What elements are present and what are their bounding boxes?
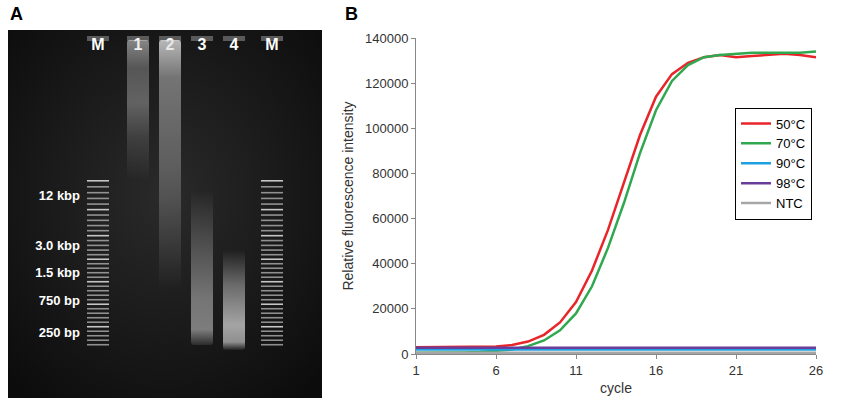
svg-text:3.0 kbp: 3.0 kbp bbox=[35, 238, 80, 253]
svg-text:Relative fluorescence intensit: Relative fluorescence intensity bbox=[340, 101, 356, 290]
svg-text:B: B bbox=[345, 4, 358, 24]
svg-text:50°C: 50°C bbox=[776, 117, 805, 132]
svg-text:M: M bbox=[91, 36, 104, 53]
svg-text:M: M bbox=[265, 36, 278, 53]
svg-text:98°C: 98°C bbox=[776, 176, 805, 191]
svg-text:0: 0 bbox=[401, 347, 408, 362]
svg-text:16: 16 bbox=[649, 363, 663, 378]
svg-text:1: 1 bbox=[412, 363, 419, 378]
svg-text:70°C: 70°C bbox=[776, 136, 805, 151]
svg-text:90°C: 90°C bbox=[776, 156, 805, 171]
svg-text:6: 6 bbox=[492, 363, 499, 378]
svg-text:11: 11 bbox=[569, 363, 583, 378]
svg-text:80000: 80000 bbox=[372, 166, 408, 181]
svg-text:750 bp: 750 bp bbox=[39, 293, 80, 308]
svg-text:12 kbp: 12 kbp bbox=[39, 188, 80, 203]
svg-text:250 bp: 250 bp bbox=[39, 325, 80, 340]
svg-text:1.5 kbp: 1.5 kbp bbox=[35, 265, 80, 280]
svg-text:40000: 40000 bbox=[372, 256, 408, 271]
svg-text:A: A bbox=[10, 4, 23, 24]
svg-text:21: 21 bbox=[729, 363, 743, 378]
svg-text:120000: 120000 bbox=[365, 76, 408, 91]
svg-text:140000: 140000 bbox=[365, 31, 408, 46]
svg-text:100000: 100000 bbox=[365, 121, 408, 136]
svg-text:20000: 20000 bbox=[372, 301, 408, 316]
svg-text:60000: 60000 bbox=[372, 211, 408, 226]
svg-text:4: 4 bbox=[230, 36, 239, 53]
svg-text:3: 3 bbox=[198, 36, 207, 53]
svg-text:NTC: NTC bbox=[776, 196, 803, 211]
svg-text:cycle: cycle bbox=[600, 380, 632, 396]
svg-text:26: 26 bbox=[809, 363, 823, 378]
